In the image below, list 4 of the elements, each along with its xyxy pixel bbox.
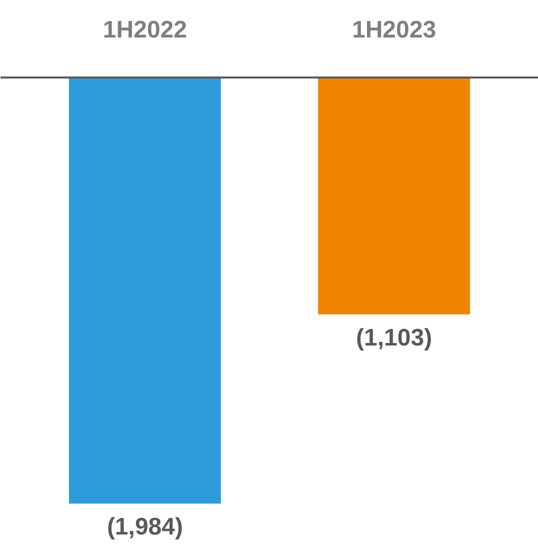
data-label: (1,103) bbox=[356, 324, 432, 352]
x-tick-label: 1H2023 bbox=[352, 16, 436, 44]
data-label: (1,984) bbox=[106, 514, 183, 541]
x-tick-label: 1H2022 bbox=[102, 16, 188, 44]
